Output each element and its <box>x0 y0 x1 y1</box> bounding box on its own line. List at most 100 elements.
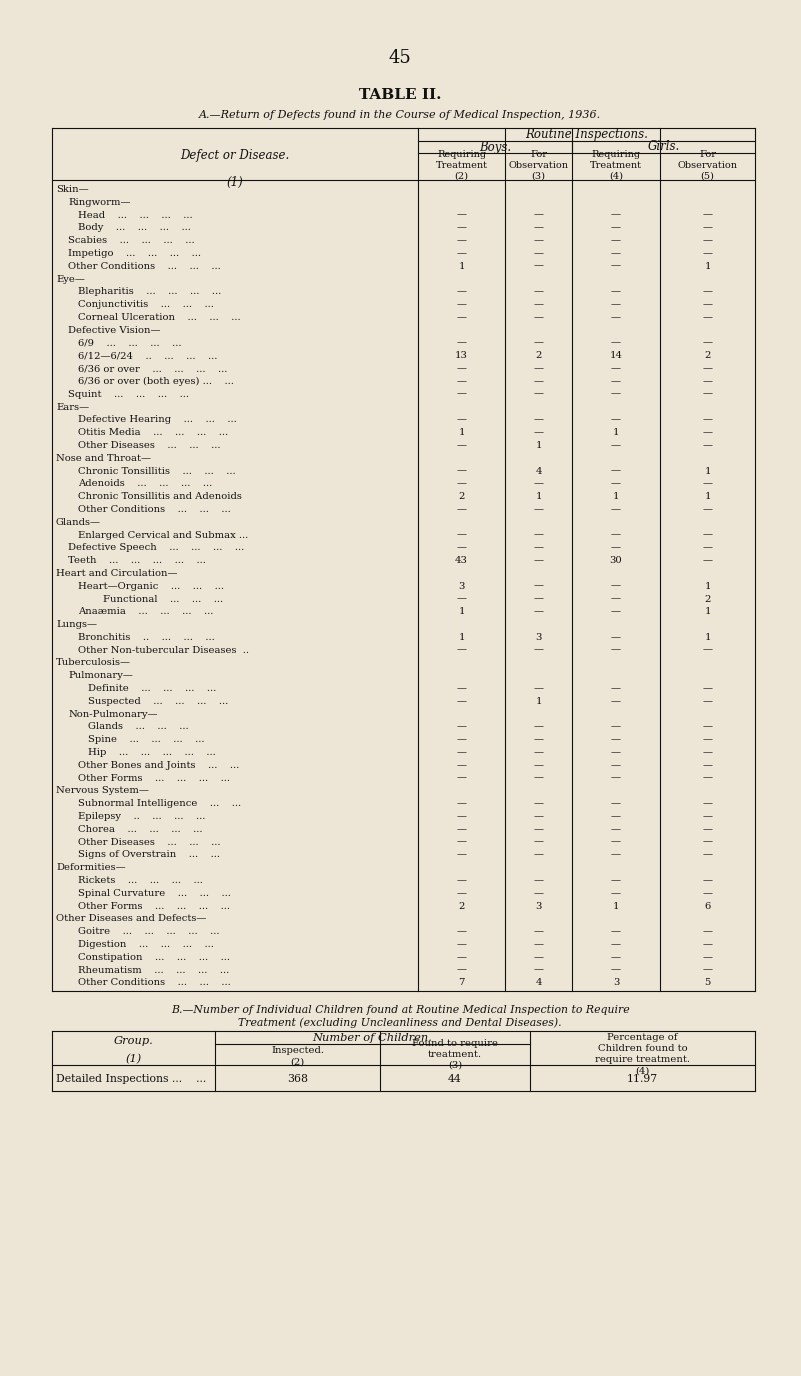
Text: —: — <box>611 531 621 539</box>
Text: —: — <box>457 237 466 245</box>
Text: 1: 1 <box>613 493 619 501</box>
Text: Glands    ...    ...    ...: Glands ... ... ... <box>88 722 188 732</box>
Text: —: — <box>702 223 713 233</box>
Text: 11.97: 11.97 <box>627 1075 658 1084</box>
Text: Other Forms    ...    ...    ...    ...: Other Forms ... ... ... ... <box>78 901 230 911</box>
Text: —: — <box>457 850 466 860</box>
Text: 4: 4 <box>535 466 541 476</box>
Text: —: — <box>611 684 621 694</box>
Text: Boys.: Boys. <box>479 140 511 154</box>
Text: 6/9    ...    ...    ...    ...: 6/9 ... ... ... ... <box>78 338 182 348</box>
Text: —: — <box>702 416 713 424</box>
Text: —: — <box>702 684 713 694</box>
Text: —: — <box>611 365 621 373</box>
Text: 43: 43 <box>455 556 468 566</box>
Text: Chorea    ...    ...    ...    ...: Chorea ... ... ... ... <box>78 824 203 834</box>
Text: —: — <box>611 645 621 655</box>
Text: —: — <box>533 365 544 373</box>
Text: —: — <box>702 531 713 539</box>
Text: —: — <box>611 696 621 706</box>
Text: Spine    ...    ...    ...    ...: Spine ... ... ... ... <box>88 735 204 744</box>
Text: 45: 45 <box>388 50 412 67</box>
Text: Lungs—: Lungs— <box>56 621 97 629</box>
Text: Anaæmia    ...    ...    ...    ...: Anaæmia ... ... ... ... <box>78 607 213 616</box>
Text: Glands—: Glands— <box>56 517 101 527</box>
Text: Percentage of
Children found to
require treatment.
(4): Percentage of Children found to require … <box>595 1033 690 1076</box>
Text: Inspected.
(2): Inspected. (2) <box>271 1046 324 1066</box>
Text: Treatment (excluding Uncleanliness and Dental Diseases).: Treatment (excluding Uncleanliness and D… <box>238 1017 562 1028</box>
Text: —: — <box>611 838 621 846</box>
Text: —: — <box>457 312 466 322</box>
Text: —: — <box>533 749 544 757</box>
Text: Signs of Overstrain    ...    ...: Signs of Overstrain ... ... <box>78 850 220 860</box>
Text: —: — <box>533 544 544 552</box>
Text: 1: 1 <box>458 428 465 438</box>
Text: —: — <box>457 223 466 233</box>
Text: —: — <box>702 850 713 860</box>
Text: 3: 3 <box>613 978 619 988</box>
Text: Heart—Organic    ...    ...    ...: Heart—Organic ... ... ... <box>78 582 224 590</box>
Text: —: — <box>702 940 713 949</box>
Text: —: — <box>702 761 713 771</box>
Text: —: — <box>702 877 713 885</box>
Text: TABLE II.: TABLE II. <box>359 88 441 102</box>
Text: —: — <box>457 761 466 771</box>
Text: —: — <box>457 288 466 296</box>
Text: —: — <box>457 838 466 846</box>
Text: —: — <box>611 633 621 641</box>
Text: —: — <box>533 799 544 808</box>
Text: —: — <box>702 389 713 399</box>
Text: —: — <box>533 556 544 566</box>
Text: —: — <box>611 940 621 949</box>
Text: Detailed Inspections ...    ...: Detailed Inspections ... ... <box>56 1075 206 1084</box>
Text: (1): (1) <box>227 176 244 189</box>
Text: Defective Speech    ...    ...    ...    ...: Defective Speech ... ... ... ... <box>68 544 244 552</box>
Text: —: — <box>702 300 713 310</box>
Text: —: — <box>533 582 544 590</box>
Text: A.—Return of Defects found in the Course of Medical Inspection, 1936.: A.—Return of Defects found in the Course… <box>199 110 601 120</box>
Text: —: — <box>611 594 621 604</box>
Text: 1: 1 <box>458 261 465 271</box>
Text: Group.: Group. <box>114 1036 153 1046</box>
Text: 2: 2 <box>704 351 710 361</box>
Text: —: — <box>611 338 621 348</box>
Text: 1: 1 <box>458 633 465 641</box>
Text: Chronic Tonsillitis and Adenoids: Chronic Tonsillitis and Adenoids <box>78 493 242 501</box>
Text: Epilepsy    ..    ...    ...    ...: Epilepsy .. ... ... ... <box>78 812 205 821</box>
Text: Chronic Tonsillitis    ...    ...    ...: Chronic Tonsillitis ... ... ... <box>78 466 235 476</box>
Text: 1: 1 <box>535 440 541 450</box>
Text: —: — <box>702 544 713 552</box>
Text: Other Conditions    ...    ...    ...: Other Conditions ... ... ... <box>68 261 221 271</box>
Text: 3: 3 <box>535 633 541 641</box>
Text: 14: 14 <box>610 351 622 361</box>
Text: —: — <box>611 237 621 245</box>
Text: —: — <box>611 761 621 771</box>
Text: —: — <box>702 722 713 732</box>
Text: —: — <box>702 812 713 821</box>
Text: 1: 1 <box>613 428 619 438</box>
Text: 1: 1 <box>704 466 710 476</box>
Text: Other Conditions    ...    ...    ...: Other Conditions ... ... ... <box>78 505 231 513</box>
Text: Nose and Throat—: Nose and Throat— <box>56 454 151 462</box>
Text: —: — <box>702 211 713 220</box>
Text: —: — <box>457 966 466 974</box>
Text: (1): (1) <box>126 1054 142 1065</box>
Text: 4: 4 <box>535 978 541 988</box>
Text: —: — <box>611 927 621 936</box>
Text: Corneal Ulceration    ...    ...    ...: Corneal Ulceration ... ... ... <box>78 312 240 322</box>
Text: Tuberculosis—: Tuberculosis— <box>56 659 131 667</box>
Text: —: — <box>533 761 544 771</box>
Text: —: — <box>611 582 621 590</box>
Text: Head    ...    ...    ...    ...: Head ... ... ... ... <box>78 211 192 220</box>
Text: —: — <box>533 416 544 424</box>
Text: —: — <box>611 288 621 296</box>
Text: Found to require
treatment.
(3): Found to require treatment. (3) <box>412 1039 498 1071</box>
Text: Functional    ...    ...    ...: Functional ... ... ... <box>78 594 223 604</box>
Text: Suspected    ...    ...    ...    ...: Suspected ... ... ... ... <box>88 696 228 706</box>
Text: —: — <box>611 389 621 399</box>
Text: —: — <box>457 824 466 834</box>
Text: B.—Number of Individual Children found at Routine Medical Inspection to Require: B.—Number of Individual Children found a… <box>171 1006 630 1015</box>
Text: —: — <box>533 288 544 296</box>
Text: —: — <box>457 389 466 399</box>
Text: —: — <box>457 696 466 706</box>
